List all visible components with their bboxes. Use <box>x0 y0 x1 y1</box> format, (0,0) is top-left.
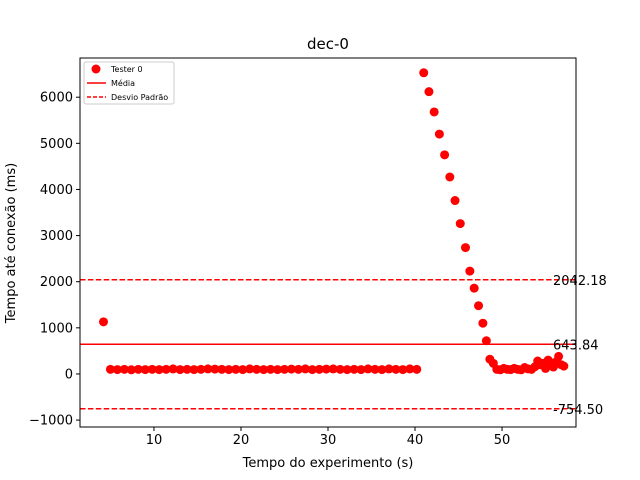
data-point <box>481 336 491 346</box>
axes: 10 20 30 40 50 −1000 0 1000 2000 3000 4000 5000 6000 <box>29 57 577 448</box>
data-point <box>434 129 444 139</box>
data-point <box>126 365 136 375</box>
y-tick-label: 2000 <box>40 275 73 290</box>
data-point <box>349 364 359 374</box>
data-point <box>140 365 150 375</box>
x-axis-label: Tempo do experimento (s) <box>242 456 414 471</box>
data-point <box>419 68 429 78</box>
data-point <box>273 365 283 375</box>
data-point <box>245 364 255 374</box>
data-point <box>293 364 303 374</box>
legend-box <box>83 61 175 105</box>
data-point <box>469 283 479 293</box>
data-point <box>105 364 115 374</box>
data-point <box>210 364 220 374</box>
y-tick-label: 3000 <box>40 229 73 244</box>
data-point <box>119 364 129 374</box>
data-point <box>175 365 185 375</box>
data-point <box>445 172 455 182</box>
data-point <box>335 364 345 374</box>
data-point <box>356 365 366 375</box>
data-point <box>412 364 422 374</box>
data-point <box>440 150 450 160</box>
data-point <box>168 364 178 374</box>
data-point <box>429 107 439 117</box>
legend: Tester 0 Média Desvio Padrão <box>83 61 175 105</box>
data-point <box>391 364 401 374</box>
data-point <box>559 361 569 371</box>
data-point <box>112 365 122 375</box>
y-tick-label: 5000 <box>40 137 73 152</box>
data-point <box>370 364 380 374</box>
data-point <box>321 364 331 374</box>
data-point <box>196 364 206 374</box>
chart-title: dec-0 <box>307 35 349 53</box>
data-point <box>328 364 338 374</box>
data-point <box>252 364 262 374</box>
data-point <box>300 364 310 374</box>
data-point <box>478 318 488 328</box>
data-point <box>238 365 248 375</box>
data-point <box>147 364 157 374</box>
data-point <box>554 351 564 361</box>
data-point <box>455 219 465 229</box>
legend-label: Desvio Padrão <box>111 93 168 102</box>
x-tick-label: 10 <box>146 433 163 448</box>
data-point <box>279 364 289 374</box>
x-tick-label: 20 <box>233 433 250 448</box>
data-point <box>424 87 434 97</box>
data-point <box>154 365 164 375</box>
data-point <box>217 364 227 374</box>
data-point <box>465 266 475 276</box>
data-point <box>342 365 352 375</box>
y-tick-label: 4000 <box>40 183 73 198</box>
data-point <box>460 243 470 253</box>
legend-label: Média <box>111 78 135 88</box>
data-point <box>377 365 387 375</box>
legend-marker-icon <box>91 64 101 74</box>
y-axis-label: Tempo até conexão (ms) <box>4 163 19 324</box>
x-tick-label: 30 <box>320 433 337 448</box>
x-tick-label: 40 <box>407 433 424 448</box>
data-points <box>98 68 569 375</box>
reference-line-label-2: -754.50 <box>553 403 603 418</box>
data-point <box>161 364 171 374</box>
data-point <box>231 364 241 374</box>
data-point <box>98 317 108 327</box>
data-point <box>259 365 269 375</box>
data-point <box>224 365 234 375</box>
data-point <box>405 364 415 374</box>
data-point <box>450 196 460 206</box>
data-point <box>266 364 276 374</box>
y-tick-label: −1000 <box>29 414 73 429</box>
data-point <box>307 365 317 375</box>
data-point <box>203 364 213 374</box>
data-point <box>182 364 192 374</box>
legend-label: Tester 0 <box>110 65 143 74</box>
y-tick-label: 1000 <box>40 321 73 336</box>
data-point <box>363 364 373 374</box>
y-tick-label: 6000 <box>40 91 73 106</box>
data-point <box>314 364 324 374</box>
data-point <box>474 301 484 311</box>
y-tick-label: 0 <box>65 367 73 382</box>
x-tick-label: 50 <box>494 433 511 448</box>
reference-line-label-1: 2042.18 <box>553 274 607 289</box>
data-point <box>384 364 394 374</box>
data-point <box>286 364 296 374</box>
data-point <box>133 364 143 374</box>
data-point <box>189 365 199 375</box>
data-point <box>398 365 408 375</box>
